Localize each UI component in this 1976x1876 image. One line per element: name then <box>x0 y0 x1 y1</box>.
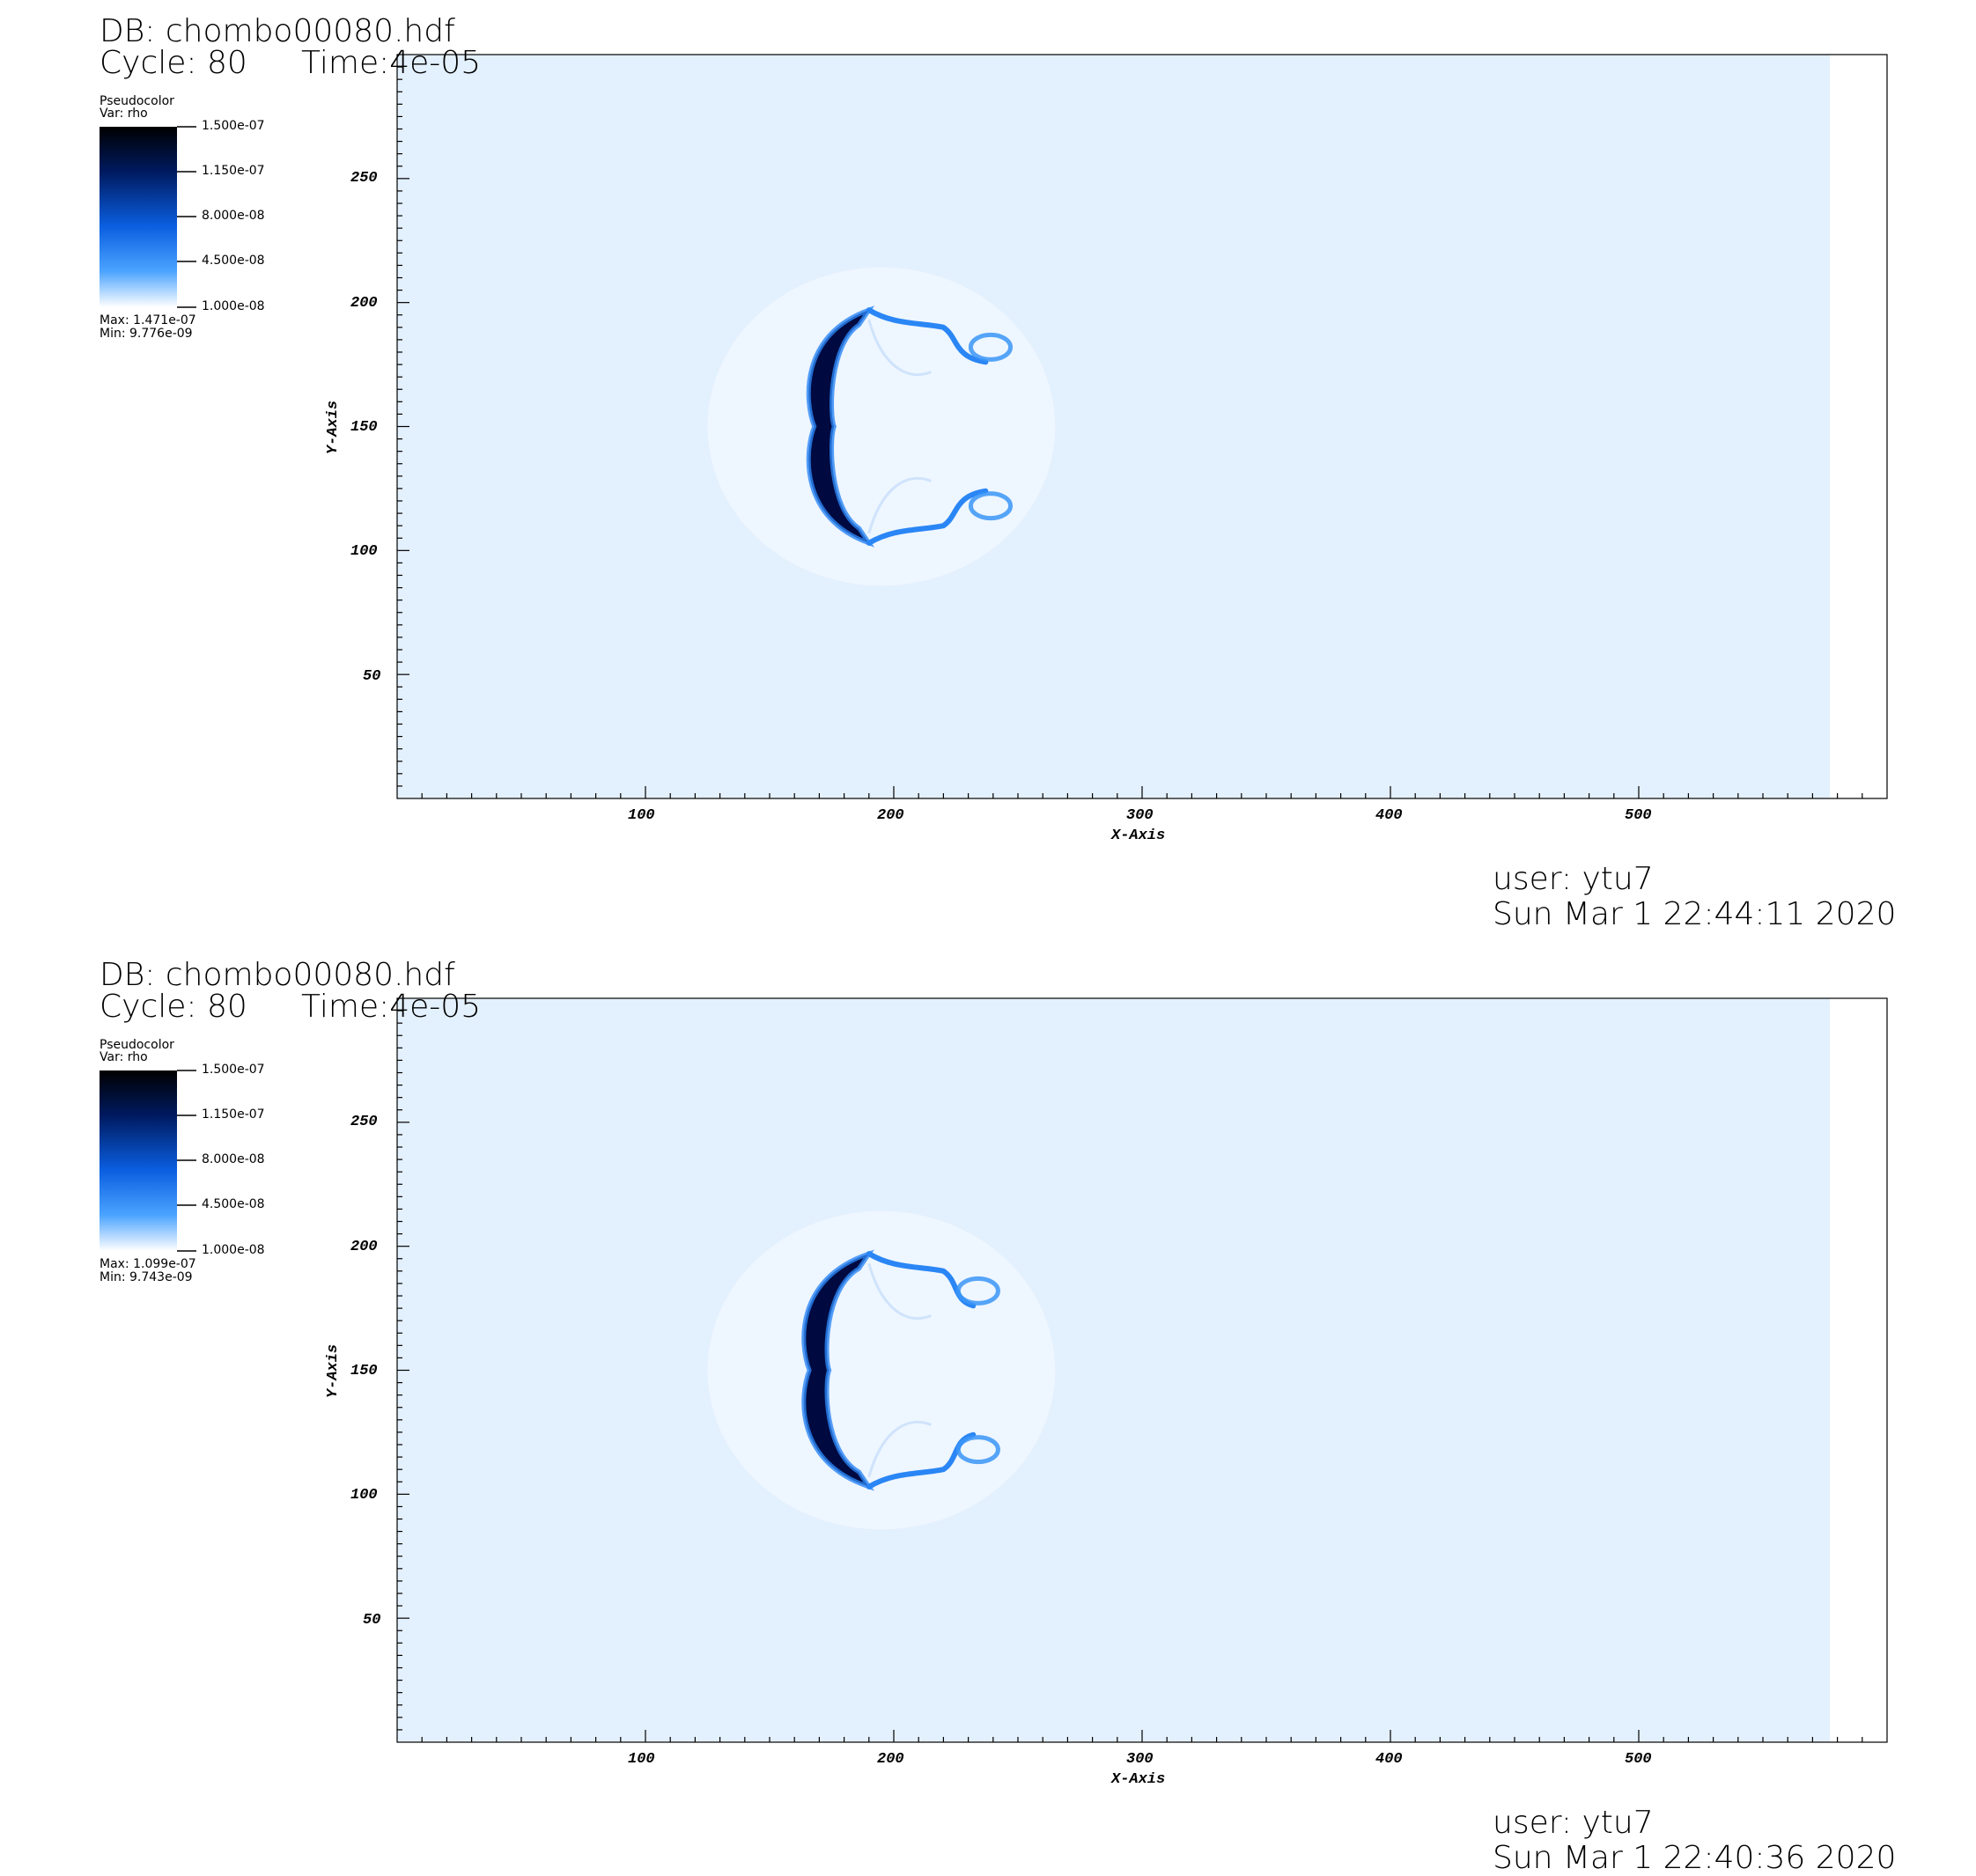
y-tick-label: 150 <box>350 1363 378 1379</box>
density-field <box>397 998 1831 1742</box>
cycle-label: Cycle: 80 <box>100 989 247 1025</box>
colorbar-tick-label: 1.150e-07 <box>202 1107 265 1122</box>
colorbar-tick-label: 1.000e-08 <box>202 299 265 313</box>
x-tick-label: 500 <box>1625 807 1652 824</box>
y-axis-title: Y-Axis <box>325 400 343 455</box>
y-axis-title: Y-Axis <box>325 1343 343 1399</box>
date-label: Sun Mar 1 22:40:36 2020 <box>1493 1840 1897 1876</box>
y-tick-label: 100 <box>350 1487 378 1504</box>
time-label: Time:4e-05 <box>301 989 482 1025</box>
lower-filament <box>866 488 989 546</box>
database-title: DB: chombo00080.hdf <box>100 13 455 49</box>
x-tick-label: 300 <box>1126 807 1154 824</box>
colorbar-tick-label: 8.000e-08 <box>202 1152 265 1166</box>
plot-svg-1 <box>100 54 1888 799</box>
plot-area <box>396 997 1888 1743</box>
plot-panel-1: DB: chombo00080.hdf Cycle: 80 Time:4e-05… <box>0 0 1976 935</box>
upper-vortex <box>968 332 1014 362</box>
y-tick-label: 200 <box>350 1239 378 1255</box>
colorbar-tick-label: 4.500e-08 <box>202 1197 265 1211</box>
density-field <box>397 55 1831 798</box>
colorbar-tick-label: 1.150e-07 <box>202 164 265 178</box>
y-tick-label: 150 <box>350 419 378 436</box>
x-tick-label: 200 <box>877 807 904 824</box>
inner-swirl <box>867 476 932 534</box>
upper-vortex <box>955 1276 1000 1306</box>
user-label: user: ytu7 <box>1493 1805 1654 1841</box>
bow-region <box>707 1210 1056 1530</box>
x-tick-label: 400 <box>1375 807 1403 824</box>
colorbar-tick-label: 8.000e-08 <box>202 209 265 223</box>
y-tick-label: 50 <box>363 668 381 685</box>
inner-swirl <box>867 319 932 377</box>
dense-shell <box>803 1254 869 1487</box>
y-tick-label: 100 <box>350 543 378 560</box>
colorbar-tick-label: 4.500e-08 <box>202 254 265 268</box>
time-label: Time:4e-05 <box>301 45 482 81</box>
x-tick-label: 100 <box>628 1751 655 1768</box>
y-tick-label: 50 <box>363 1612 381 1629</box>
x-tick-label: 400 <box>1375 1751 1403 1768</box>
legend-min: Min: 9.743e-09 <box>100 1270 193 1284</box>
x-axis-title: X-Axis <box>1111 1771 1166 1788</box>
plot-area <box>396 54 1888 799</box>
colorbar-tick-label: 1.500e-07 <box>202 119 265 133</box>
plot-svg-2 <box>100 997 1888 1743</box>
colorbar-ticks <box>177 1070 196 1252</box>
colorbar-tick-label: 1.500e-07 <box>202 1063 265 1077</box>
axis-ticks <box>397 66 1863 798</box>
legend-min: Min: 9.776e-09 <box>100 327 193 341</box>
y-tick-label: 200 <box>350 295 378 312</box>
legend-variable: Var: rho <box>100 1050 148 1064</box>
colorbar <box>100 1070 177 1251</box>
colorbar-tick-label: 1.000e-08 <box>202 1243 265 1257</box>
x-tick-label: 500 <box>1625 1751 1652 1768</box>
date-label: Sun Mar 1 22:44:11 2020 <box>1493 896 1897 932</box>
legend-variable: Var: rho <box>100 107 148 121</box>
inner-swirl <box>867 1420 932 1478</box>
upper-filament <box>866 307 989 365</box>
legend-plot-type: Pseudocolor <box>100 1038 174 1052</box>
legend-max: Max: 1.471e-07 <box>100 313 196 327</box>
x-axis-title: X-Axis <box>1111 828 1166 844</box>
colorbar-ticks <box>177 126 196 308</box>
y-tick-label: 250 <box>350 1114 378 1130</box>
cycle-label: Cycle: 80 <box>100 45 247 81</box>
x-tick-label: 100 <box>628 807 655 824</box>
axis-ticks <box>397 1010 1863 1742</box>
legend-plot-type: Pseudocolor <box>100 94 174 108</box>
colorbar <box>100 127 177 307</box>
x-tick-label: 200 <box>877 1751 904 1768</box>
lower-vortex <box>968 491 1014 521</box>
dense-shell <box>808 310 869 543</box>
y-tick-label: 250 <box>350 170 378 187</box>
plot-panel-2: DB: chombo00080.hdf Cycle: 80 Time:4e-05… <box>0 935 1976 1876</box>
lower-vortex <box>955 1435 1000 1465</box>
database-title: DB: chombo00080.hdf <box>100 957 455 993</box>
bow-region <box>707 267 1056 586</box>
x-tick-label: 300 <box>1126 1751 1154 1768</box>
legend-max: Max: 1.099e-07 <box>100 1257 196 1271</box>
inner-swirl <box>867 1262 932 1321</box>
user-label: user: ytu7 <box>1493 861 1654 897</box>
